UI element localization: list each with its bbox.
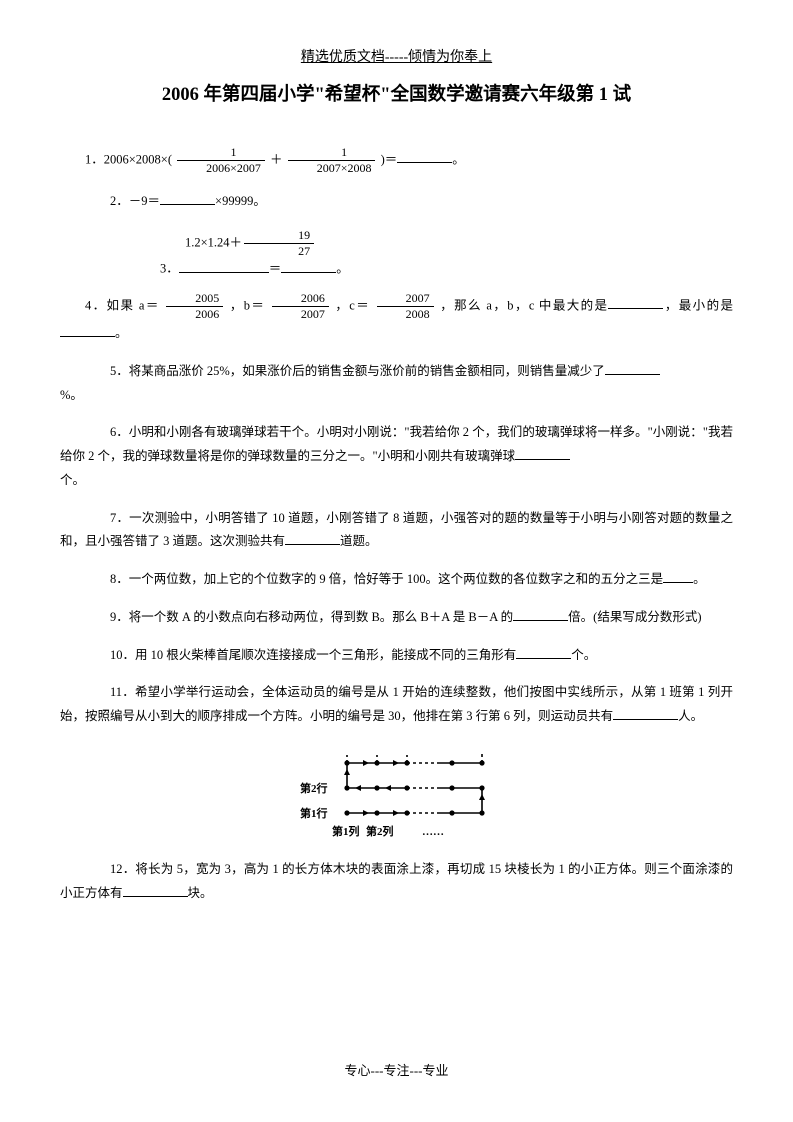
question-9: 9．将一个数 A 的小数点向右移动两位，得到数 B。那么 B＋A 是 B－A 的… xyxy=(60,606,733,630)
q11-diagram-wrap: 第2行第1行第1列第2列 …… xyxy=(60,743,733,848)
question-8: 8．一个两位数，加上它的个位数字的 9 倍，恰好等于 100。这个两位数的各位数… xyxy=(60,568,733,592)
q3-fn: 19 xyxy=(244,228,314,244)
q7-blank xyxy=(285,532,340,546)
q11-blank xyxy=(613,707,678,721)
q3-expr: 1.2×1.24＋ xyxy=(185,235,242,249)
q11-diagram: 第2行第1行第1列第2列 …… xyxy=(292,743,502,848)
q1-pre: 1．2006×2008×( xyxy=(85,152,172,166)
q7-pre: 7．一次测验中，小明答错了 10 道题，小刚答错了 8 道题，小强答对的题的数量… xyxy=(60,511,733,549)
q6-end: 个。 xyxy=(60,473,85,487)
q5-blank xyxy=(605,361,660,375)
question-4: 4．如果 a＝ 20052006 ，b＝ 20062007 ，c＝ 200720… xyxy=(60,291,733,346)
q10-blank xyxy=(516,645,571,659)
q4-fb-n: 2006 xyxy=(272,291,329,307)
q10-post: 个。 xyxy=(571,648,596,662)
question-2: 2．－9＝ ×99999。 xyxy=(60,190,733,214)
q4-fa: 20052006 xyxy=(166,291,223,322)
q6-blank xyxy=(515,447,570,461)
q4-fa-n: 2005 xyxy=(166,291,223,307)
svg-text:……: …… xyxy=(422,826,444,838)
q4-pre: 4．如果 a＝ xyxy=(85,298,160,312)
q12-blank xyxy=(123,883,188,897)
svg-text:第2行: 第2行 xyxy=(300,781,328,795)
q5-pre: 5．将某商品涨价 25%，如果涨价后的销售金额与涨价前的销售金额相同，则销售量减… xyxy=(60,360,605,384)
q9-blank xyxy=(513,607,568,621)
q1-frac1: 1 2006×2007 xyxy=(177,145,265,176)
q2-blank xyxy=(160,192,215,206)
question-11: 11．希望小学举行运动会，全体运动员的编号是从 1 开始的连续整数，他们按图中实… xyxy=(60,681,733,729)
q6-text: 6．小明和小刚各有玻璃弹球若干个。小明对小刚说："我若给你 2 个，我们的玻璃弹… xyxy=(60,425,733,463)
question-10: 10．用 10 根火柴棒首尾顺次连接接成一个三角形，能接成不同的三角形有 个。 xyxy=(60,644,733,668)
q4-fb-d: 2007 xyxy=(272,307,329,322)
q1-blank xyxy=(397,150,452,164)
q2-pre: 2．－9＝ xyxy=(110,194,160,208)
q11-post: 人。 xyxy=(678,709,703,723)
q6-body: 6．小明和小刚各有玻璃弹球若干个。小明对小刚说："我若给你 2 个，我们的玻璃弹… xyxy=(60,425,733,463)
svg-text:第1行: 第1行 xyxy=(300,806,328,820)
svg-text:第2列: 第2列 xyxy=(366,824,394,838)
q1-end: 。 xyxy=(452,152,465,166)
q4-fc-n: 2007 xyxy=(377,291,434,307)
q4-blank2 xyxy=(60,324,115,338)
q1-frac2: 1 2007×2008 xyxy=(288,145,376,176)
q3-frac: 1927 xyxy=(244,228,314,259)
q4-m1: ，b＝ xyxy=(230,298,265,312)
q7-post: 道题。 xyxy=(340,534,378,548)
q2-post: ×99999。 xyxy=(215,194,266,208)
q3-pre: 3． xyxy=(160,262,179,276)
q1-f2-num: 1 xyxy=(288,145,376,161)
q4-m2: ，c＝ xyxy=(335,298,370,312)
q1-f2-den: 2007×2008 xyxy=(288,161,376,176)
q4-end: 。 xyxy=(115,326,128,340)
q1-post: )＝ xyxy=(381,152,398,166)
q4-p1: ，那么 a，b，c 中最大的是 xyxy=(440,298,608,312)
q4-fc: 20072008 xyxy=(377,291,434,322)
q1-f1-den: 2006×2007 xyxy=(177,161,265,176)
q4-fa-d: 2006 xyxy=(166,307,223,322)
q8-pre: 8．一个两位数，加上它的个位数字的 9 倍，恰好等于 100。这个两位数的各位数… xyxy=(110,572,663,586)
question-6: 6．小明和小刚各有玻璃弹球若干个。小明对小刚说："我若给你 2 个，我们的玻璃弹… xyxy=(60,421,733,492)
q4-blank1 xyxy=(608,296,663,310)
q5-post: %。 xyxy=(60,388,83,402)
q4-fc-d: 2008 xyxy=(377,307,434,322)
q1-plus: ＋ xyxy=(270,152,283,166)
svg-text:第1列: 第1列 xyxy=(332,824,360,838)
question-7: 7．一次测验中，小明答错了 10 道题，小刚答错了 8 道题，小强答对的题的数量… xyxy=(60,507,733,555)
q3-eq: ＝ xyxy=(269,262,282,276)
q9-post: 倍。(结果写成分数形式) xyxy=(568,610,701,624)
question-12: 12．将长为 5，宽为 3，高为 1 的长方体木块的表面涂上漆，再切成 15 块… xyxy=(60,858,733,906)
question-3: 1.2×1.24＋1927 3． ＝ 。 xyxy=(60,228,733,277)
page-footer: 专心---专注---专业 xyxy=(0,1059,793,1084)
question-1: 1．2006×2008×( 1 2006×2007 ＋ 1 2007×2008 … xyxy=(60,145,733,176)
q9-pre: 9．将一个数 A 的小数点向右移动两位，得到数 B。那么 B＋A 是 B－A 的 xyxy=(110,610,513,624)
q1-f1-num: 1 xyxy=(177,145,265,161)
q3-fd: 27 xyxy=(244,244,314,259)
q4-p2: ，最小的是 xyxy=(663,298,733,312)
q10-pre: 10．用 10 根火柴棒首尾顺次连接接成一个三角形，能接成不同的三角形有 xyxy=(110,648,516,662)
q8-post: 。 xyxy=(693,572,706,586)
q12-post: 块。 xyxy=(188,886,213,900)
page-header: 精选优质文档-----倾情为你奉上 xyxy=(60,45,733,72)
q3-blank xyxy=(281,259,336,273)
q8-blank xyxy=(663,570,693,584)
q3-end: 。 xyxy=(336,262,349,276)
question-5: 5．将某商品涨价 25%，如果涨价后的销售金额与涨价前的销售金额相同，则销售量减… xyxy=(60,360,733,408)
q4-fb: 20062007 xyxy=(272,291,329,322)
exam-title: 2006 年第四届小学"希望杯"全国数学邀请赛六年级第 1 试 xyxy=(60,78,733,113)
